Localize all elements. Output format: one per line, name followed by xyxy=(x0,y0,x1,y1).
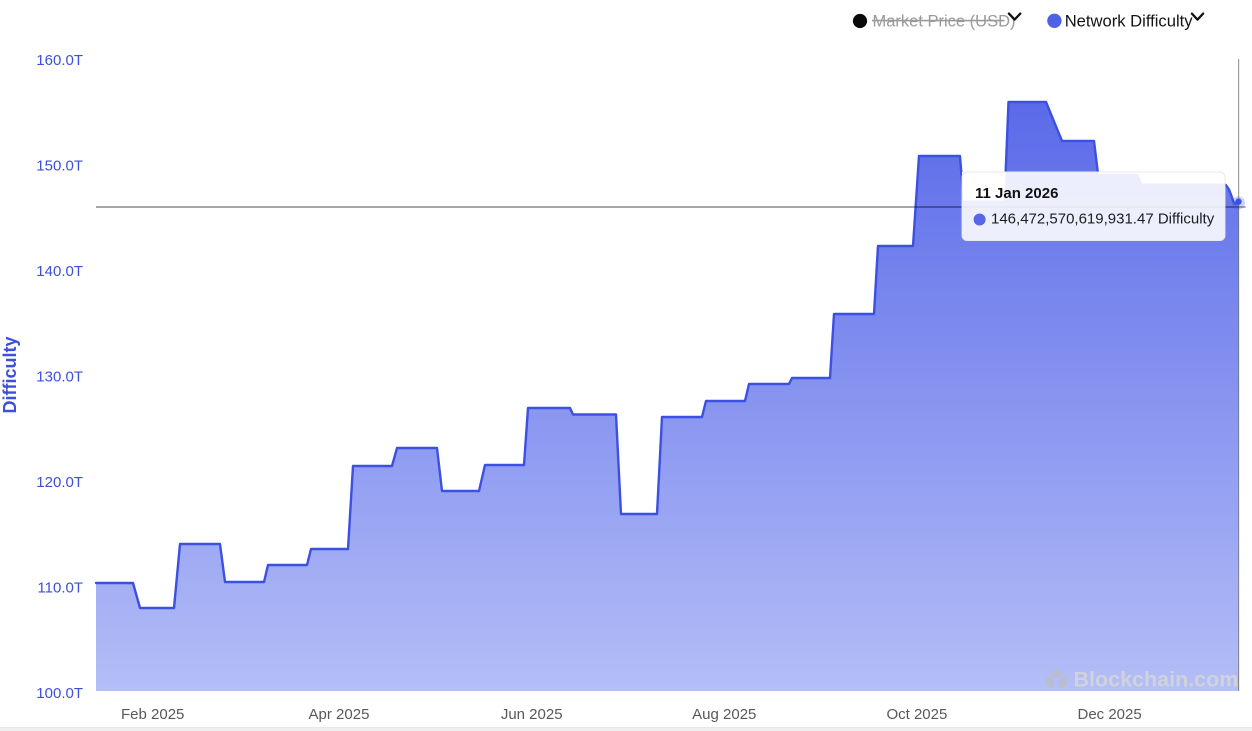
svg-text:Blockchain.com: Blockchain.com xyxy=(1074,668,1239,692)
svg-text:120.0T: 120.0T xyxy=(36,474,83,491)
svg-text:160.0T: 160.0T xyxy=(36,52,83,69)
svg-text:Aug 2025: Aug 2025 xyxy=(692,706,756,723)
svg-text:11 Jan 2026: 11 Jan 2026 xyxy=(975,185,1058,202)
svg-text:Difficulty: Difficulty xyxy=(0,336,20,413)
svg-text:Oct 2025: Oct 2025 xyxy=(886,706,947,723)
svg-text:146,472,570,619,931.47 Difficu: 146,472,570,619,931.47 Difficulty xyxy=(991,210,1215,227)
svg-text:Jun 2025: Jun 2025 xyxy=(501,706,563,723)
svg-text:Dec 2025: Dec 2025 xyxy=(1077,706,1141,723)
svg-text:Apr 2025: Apr 2025 xyxy=(309,706,370,723)
svg-text:100.0T: 100.0T xyxy=(36,685,83,702)
svg-text:Network Difficulty: Network Difficulty xyxy=(1065,11,1194,30)
svg-text:130.0T: 130.0T xyxy=(36,369,83,386)
svg-text:140.0T: 140.0T xyxy=(36,263,83,280)
svg-text:Feb 2025: Feb 2025 xyxy=(121,706,184,723)
svg-text:110.0T: 110.0T xyxy=(37,579,83,596)
svg-text:150.0T: 150.0T xyxy=(36,158,83,175)
